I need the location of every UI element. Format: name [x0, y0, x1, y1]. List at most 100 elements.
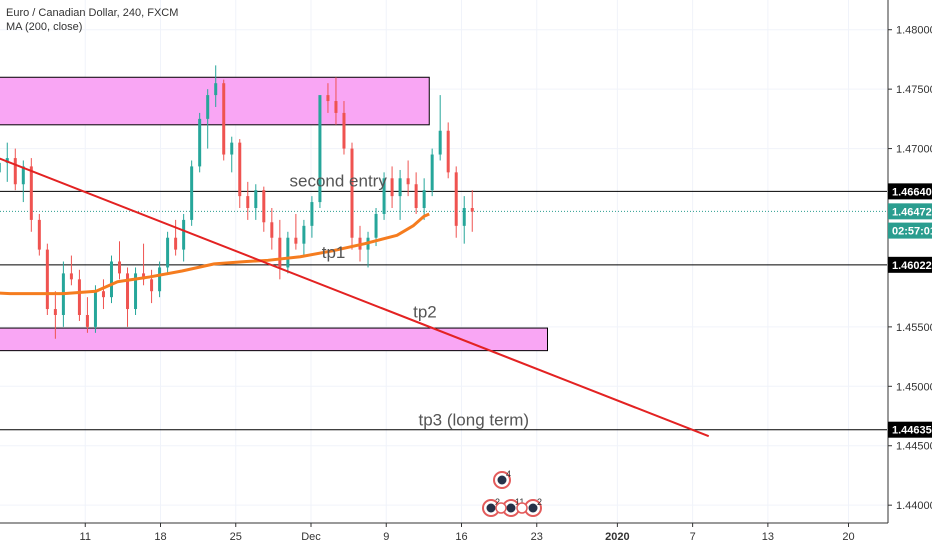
- candle-body: [0, 162, 1, 173]
- candle-body: [206, 95, 210, 119]
- moving-average: [0, 212, 430, 296]
- candle-body: [390, 178, 394, 197]
- candle-body: [150, 279, 154, 292]
- price-tag: [888, 421, 932, 438]
- candle-body: [430, 154, 434, 191]
- candle-body: [454, 172, 458, 226]
- candle-body: [174, 237, 178, 250]
- candle-body: [118, 261, 122, 274]
- candle-body: [302, 225, 306, 244]
- candle-body: [238, 142, 242, 197]
- candle-body: [230, 142, 234, 155]
- candle-body: [93, 291, 97, 327]
- price-tag: [888, 222, 932, 239]
- candle-body: [262, 190, 266, 223]
- event-marker-icon: [516, 502, 528, 514]
- event-dot-icon: [486, 503, 496, 513]
- symbol-title: Euro / Canadian Dollar, 240, FXCM: [6, 7, 179, 19]
- trendline: [0, 157, 710, 438]
- price-tag: [888, 256, 932, 273]
- price-tag-label: 1.46022: [892, 260, 932, 272]
- x-tick-label: 9: [383, 531, 389, 543]
- x-tick-label: 11: [80, 531, 91, 543]
- price-tag: [888, 203, 932, 220]
- candle-body: [406, 178, 410, 185]
- x-tick-label: 16: [455, 531, 467, 543]
- candle-body: [342, 112, 346, 149]
- event-dot-icon: [528, 503, 538, 513]
- candle-body: [37, 219, 41, 250]
- candle-body: [222, 83, 226, 155]
- candle-body: [182, 219, 186, 250]
- candle-body: [438, 130, 442, 155]
- price-tag-label: 1.44635: [892, 425, 932, 437]
- candle-body: [21, 166, 25, 185]
- candle-body: [294, 237, 298, 244]
- candle-body: [254, 190, 258, 209]
- candle-body: [77, 279, 81, 315]
- x-tick-label: 25: [230, 531, 242, 543]
- candle-body: [470, 208, 474, 212]
- candle-body: [318, 95, 322, 203]
- y-tick-label: 1.44500: [896, 441, 932, 453]
- candle-body: [446, 130, 450, 173]
- annotation-label: tp2: [413, 302, 437, 321]
- event-dot-icon: [506, 503, 516, 513]
- price-tag: [888, 183, 932, 200]
- supply-demand-zone: [0, 327, 548, 352]
- candle-body: [414, 184, 418, 209]
- candle-body: [350, 148, 354, 238]
- annotation-label: tp1: [322, 243, 346, 262]
- annotation-label: tp3 (long term): [419, 411, 530, 430]
- candle-body: [246, 196, 250, 209]
- candle-body: [166, 237, 170, 268]
- downtrend-line: [0, 157, 710, 438]
- candle-body: [374, 213, 378, 238]
- x-tick-label: 13: [762, 531, 774, 543]
- event-count: 11: [515, 497, 524, 507]
- x-tick-label: 2020: [605, 531, 629, 543]
- candle-body: [109, 261, 113, 298]
- candle-body: [278, 237, 282, 268]
- legend: Euro / Canadian Dollar, 240, FXCM MA (20…: [6, 6, 178, 34]
- price-tag-label: 02:57:01: [892, 226, 932, 238]
- candle-body: [29, 166, 33, 220]
- y-tick-label: 1.45000: [896, 381, 932, 393]
- ma-200-line: [0, 212, 430, 296]
- candle-body: [126, 273, 130, 310]
- price-tag-label: 1.46472: [892, 206, 932, 218]
- zones: [0, 76, 548, 352]
- event-markers: 4 2 11 2: [482, 469, 542, 517]
- y-tick-label: 1.48000: [896, 25, 932, 37]
- candle-body: [158, 267, 162, 292]
- candle-body: [45, 249, 49, 310]
- y-tick-label: 1.47500: [896, 84, 932, 96]
- price-tag-label: 1.46640: [892, 186, 932, 198]
- annotations: second entry tp1 tp2 tp3 (long term): [290, 172, 530, 430]
- candle-body: [214, 83, 218, 96]
- x-tick-label: 23: [531, 531, 543, 543]
- candle-body: [310, 202, 314, 226]
- event-dot-icon: [497, 475, 507, 485]
- candle-body: [286, 237, 290, 268]
- candle-body: [326, 95, 330, 102]
- candle-body: [69, 273, 73, 280]
- candle-body: [134, 273, 138, 310]
- candle-body: [53, 309, 57, 315]
- candle-body: [422, 190, 426, 209]
- candle-body: [190, 166, 194, 220]
- event-count: 2: [495, 497, 500, 507]
- x-tick-label: 18: [154, 531, 166, 543]
- event-count: 2: [537, 497, 542, 507]
- y-tick-label: 1.47000: [896, 144, 932, 156]
- y-tick-label: 1.45500: [896, 322, 932, 334]
- y-tick-label: 1.44000: [896, 500, 932, 512]
- candle-body: [382, 178, 386, 214]
- event-marker-icon: [495, 502, 507, 514]
- annotation-label: second entry: [290, 172, 388, 191]
- candle-body: [334, 101, 338, 113]
- grid: [0, 0, 887, 523]
- event-count: 4: [506, 469, 511, 479]
